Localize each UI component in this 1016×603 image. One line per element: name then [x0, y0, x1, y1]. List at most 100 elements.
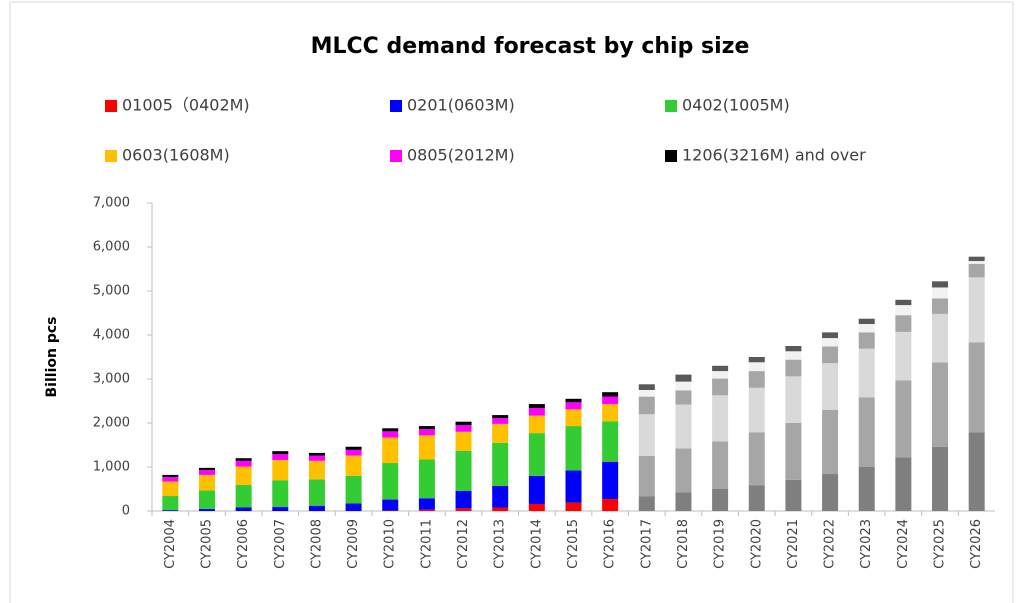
bar-segment [932, 362, 949, 447]
bar-segment [968, 256, 985, 262]
bar-segment [528, 503, 545, 511]
bar-segment [528, 408, 545, 416]
legend-label: 0603(1608M) [122, 146, 230, 165]
x-tick-label: CY2026 [969, 519, 984, 569]
bar-segment [602, 421, 619, 462]
x-tick-label: CY2009 [346, 519, 361, 569]
bar-segment [822, 332, 839, 339]
bar-segment [638, 384, 655, 390]
bar-segment [162, 474, 179, 478]
bar-segment [748, 387, 765, 433]
bar-segment [968, 263, 985, 278]
bar-segment [272, 507, 289, 511]
bar-segment [712, 365, 729, 372]
bar-segment [345, 446, 362, 450]
x-tick-label: CY2021 [786, 519, 801, 569]
bar-segment [272, 459, 289, 481]
bar-segment [492, 485, 509, 508]
bar-segment [895, 305, 912, 316]
bar-segment [162, 477, 179, 482]
bar-segment [785, 423, 802, 480]
x-tick-label: CY2004 [163, 519, 178, 569]
bar-segment [235, 460, 252, 467]
bar-segment [382, 428, 399, 432]
x-tick-label: CY2014 [529, 519, 544, 569]
bar-segment [235, 485, 252, 508]
bar-segment [895, 380, 912, 458]
bar-segment [528, 475, 545, 504]
bar-segment [455, 425, 472, 432]
bar-segment [528, 433, 545, 476]
bar-segment [712, 378, 729, 396]
bar-segment [932, 298, 949, 314]
x-tick-label: CY2005 [199, 519, 214, 569]
x-tick-label: CY2007 [273, 519, 288, 569]
bar-segment [492, 442, 509, 486]
bar-segment [785, 351, 802, 360]
x-tick-label: CY2008 [309, 519, 324, 569]
legend-swatch [390, 100, 402, 112]
bar-segment [418, 459, 435, 499]
bar-segment [675, 374, 692, 382]
bar-segment [198, 474, 215, 491]
bar-segment [858, 318, 875, 324]
x-tick-label: CY2012 [456, 519, 471, 569]
bar-segment [858, 348, 875, 398]
bar-segment [748, 485, 765, 511]
bar-segment [932, 313, 949, 363]
bar-segment [968, 342, 985, 433]
bar-segment [382, 431, 399, 438]
bar-segment [748, 362, 765, 372]
x-tick-label: CY2018 [676, 519, 691, 569]
bar-segment [748, 432, 765, 486]
legend-label: 01005（0402M) [122, 96, 250, 115]
bar-segment [198, 470, 215, 475]
bar-segment [272, 451, 289, 455]
bar-segment [602, 404, 619, 422]
bar-segment [638, 456, 655, 497]
bar-segment [675, 492, 692, 511]
bar-segment [712, 395, 729, 442]
bar-segment [968, 261, 985, 264]
bar-segment [748, 357, 765, 363]
bar-segment [968, 432, 985, 511]
bar-segment [382, 499, 399, 511]
bar-segment [308, 455, 325, 461]
bar-segment [418, 426, 435, 430]
legend-swatch [390, 150, 402, 162]
bar-segment [345, 503, 362, 511]
x-tick-label: CY2017 [639, 519, 654, 569]
bar-segment [308, 452, 325, 456]
bar-segment [785, 359, 802, 377]
bar-segment [455, 421, 472, 426]
x-tick-label: CY2023 [859, 519, 874, 569]
bar-segment [675, 448, 692, 493]
bar-segment [272, 480, 289, 508]
x-tick-label: CY2006 [236, 519, 251, 569]
bar-segment [822, 363, 839, 410]
bar-segment [822, 474, 839, 511]
bar-segment [198, 490, 215, 509]
bar-segment [968, 277, 985, 343]
y-tick-label: 0 [122, 504, 130, 519]
bar-segment [235, 458, 252, 461]
bar-segment [712, 371, 729, 379]
bar-segment [858, 467, 875, 511]
bar-segment [492, 415, 509, 419]
x-tick-label: CY2022 [823, 519, 838, 569]
bar-segment [418, 498, 435, 510]
bar-segment [565, 398, 582, 403]
bar-segment [602, 396, 619, 405]
bar-segment [895, 315, 912, 332]
bar-segment [675, 404, 692, 449]
bar-segment [785, 376, 802, 423]
bar-segment [712, 489, 729, 511]
y-tick-label: 7,000 [93, 196, 130, 211]
legend-label: 0402(1005M) [682, 96, 790, 115]
bar-segment [565, 402, 582, 410]
x-tick-label: CY2024 [896, 519, 911, 569]
bar-segment [455, 431, 472, 451]
bar-segment [198, 508, 215, 511]
bar-segment [565, 426, 582, 471]
